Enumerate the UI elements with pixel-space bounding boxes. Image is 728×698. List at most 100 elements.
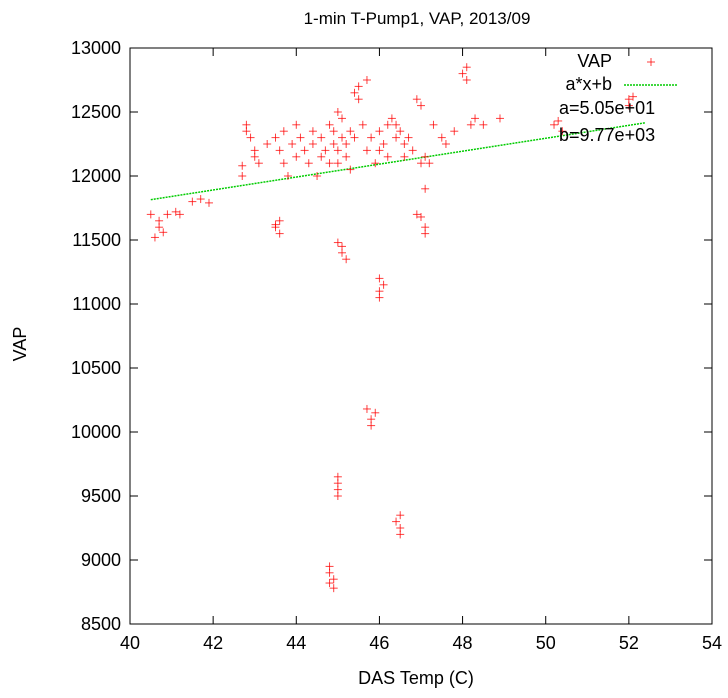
data-point (362, 404, 371, 413)
data-point (392, 133, 401, 142)
data-point (417, 101, 425, 110)
data-point (362, 76, 371, 84)
data-point (350, 88, 359, 97)
data-point (342, 255, 351, 264)
data-point (408, 146, 417, 155)
data-point (292, 120, 301, 129)
data-point (379, 140, 388, 148)
data-point (458, 69, 467, 78)
data-point (383, 152, 392, 161)
data-point (354, 82, 363, 91)
y-tick-label: 12000 (71, 166, 121, 186)
data-point (429, 120, 438, 129)
x-tick-label: 44 (286, 633, 306, 653)
data-point (371, 408, 380, 417)
data-point (375, 293, 384, 302)
data-point (300, 146, 309, 155)
data-point (329, 127, 338, 136)
data-point (296, 133, 305, 142)
data-point (238, 161, 247, 170)
data-point (412, 95, 421, 104)
x-tick-labels: 40 42 44 46 48 50 52 54 (120, 633, 722, 653)
data-point (404, 133, 413, 142)
data-point (421, 152, 430, 161)
data-point (387, 114, 396, 123)
data-point (325, 159, 334, 168)
legend-marker-plus (647, 58, 655, 66)
data-point (441, 140, 450, 148)
data-point (338, 133, 347, 142)
data-point (333, 492, 342, 500)
data-point (333, 238, 342, 247)
data-point (479, 120, 488, 129)
fit-param-b: b=9.77e+03 (559, 125, 655, 145)
data-point (367, 133, 376, 142)
data-point (317, 133, 326, 142)
data-point (629, 92, 638, 101)
data-point (396, 511, 405, 520)
data-point (450, 127, 459, 136)
x-axis-label: DAS Temp (C) (358, 668, 474, 688)
data-point (308, 127, 317, 136)
data-point (313, 172, 322, 180)
data-point (275, 229, 284, 238)
data-point (304, 159, 313, 168)
data-point (421, 184, 430, 193)
data-point (354, 95, 363, 104)
data-points-layer (146, 63, 638, 593)
data-point (392, 517, 401, 526)
data-point (558, 127, 567, 136)
x-tick-label: 54 (702, 633, 722, 653)
axis-ticks (129, 47, 713, 625)
data-point (279, 127, 288, 136)
data-point (471, 114, 480, 123)
data-point (333, 479, 342, 488)
data-point (279, 159, 288, 168)
data-point (275, 216, 284, 225)
data-point (383, 120, 392, 129)
data-point (375, 274, 384, 283)
data-point (375, 146, 384, 155)
data-point (329, 575, 338, 584)
data-point (204, 198, 213, 207)
y-tick-label: 11000 (72, 294, 121, 314)
data-point (333, 159, 342, 168)
x-tick-label: 40 (120, 633, 140, 653)
data-point (358, 120, 367, 129)
data-point (325, 568, 334, 577)
y-tick-label: 12500 (71, 102, 121, 122)
y-tick-label: 9500 (81, 486, 121, 506)
data-point (400, 152, 409, 161)
legend: VAP a*x+b (565, 51, 678, 94)
data-point (554, 116, 563, 125)
data-point (417, 159, 425, 168)
data-point (346, 127, 355, 136)
data-point (338, 248, 347, 257)
fit-line-layer (150, 122, 646, 201)
data-point (238, 172, 247, 180)
data-point (175, 210, 184, 219)
data-point (150, 233, 159, 242)
data-point (171, 207, 180, 216)
data-point (163, 210, 172, 219)
data-point (329, 140, 338, 148)
data-point (155, 216, 164, 225)
data-point (159, 228, 168, 237)
data-point (242, 127, 251, 136)
chart-title: 1-min T-Pump1, VAP, 2013/09 (304, 9, 531, 28)
data-point (425, 159, 434, 168)
legend-label-vap: VAP (577, 51, 612, 71)
data-point (396, 127, 405, 136)
data-point (437, 133, 446, 142)
data-point (254, 159, 263, 168)
data-point (333, 146, 342, 155)
y-tick-label: 11500 (72, 230, 121, 250)
data-point (367, 421, 376, 430)
y-tick-label: 9000 (81, 550, 121, 570)
data-point (346, 165, 355, 174)
data-point (466, 120, 475, 129)
x-tick-label: 52 (619, 633, 639, 653)
data-point (342, 140, 351, 148)
x-tick-label: 48 (453, 633, 473, 653)
y-tick-label: 8500 (81, 614, 121, 634)
